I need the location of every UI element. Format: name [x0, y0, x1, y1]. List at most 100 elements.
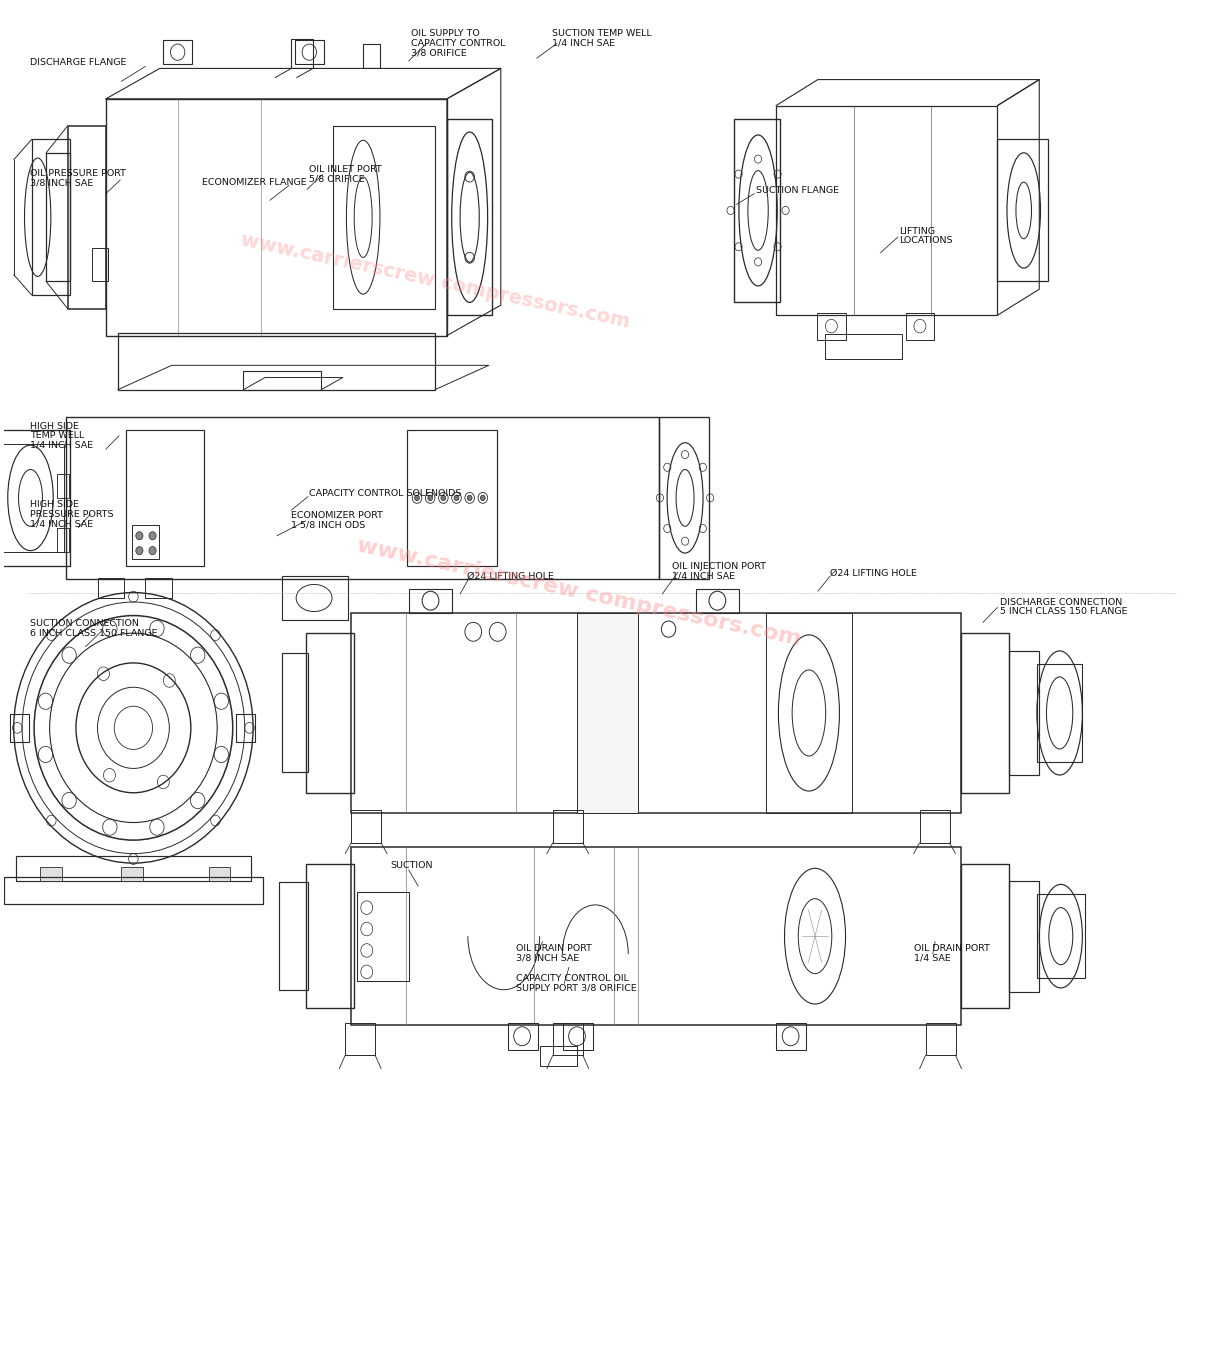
Bar: [1036, 894, 1084, 979]
Bar: [695, 588, 739, 612]
Bar: [295, 39, 324, 64]
Bar: [1010, 881, 1039, 992]
Circle shape: [441, 495, 446, 501]
Bar: [734, 120, 780, 302]
Text: HIGH SIDE: HIGH SIDE: [30, 422, 80, 430]
Circle shape: [454, 495, 459, 501]
Bar: [553, 810, 583, 842]
Bar: [236, 713, 255, 742]
Text: 1/4 INCH SAE: 1/4 INCH SAE: [30, 519, 94, 528]
Text: SUPPLY PORT 3/8 ORIFICE: SUPPLY PORT 3/8 ORIFICE: [516, 983, 637, 992]
Text: LOCATIONS: LOCATIONS: [899, 237, 953, 245]
Bar: [962, 633, 1010, 792]
Bar: [363, 44, 380, 68]
Text: CAPACITY CONTROL: CAPACITY CONTROL: [411, 39, 506, 48]
Bar: [46, 152, 70, 282]
Text: ECONOMIZER FLANGE: ECONOMIZER FLANGE: [201, 178, 306, 188]
Bar: [98, 577, 124, 597]
Bar: [92, 248, 108, 282]
Bar: [563, 1022, 593, 1049]
Text: LIFTING: LIFTING: [899, 227, 935, 235]
Text: 3/8 ORIFICE: 3/8 ORIFICE: [411, 49, 466, 57]
Bar: [817, 313, 846, 340]
Bar: [577, 612, 637, 813]
Circle shape: [149, 532, 157, 540]
Bar: [824, 335, 903, 358]
Bar: [766, 612, 852, 813]
Text: OIL PRESSURE PORT: OIL PRESSURE PORT: [30, 169, 127, 178]
Bar: [243, 370, 322, 389]
Text: CAPACITY CONTROL SOLENOIDS: CAPACITY CONTROL SOLENOIDS: [310, 490, 462, 498]
Bar: [998, 139, 1047, 282]
Text: DISCHARGE CONNECTION: DISCHARGE CONNECTION: [1000, 597, 1122, 607]
Text: ECONOMIZER PORT: ECONOMIZER PORT: [292, 510, 383, 520]
Bar: [306, 633, 353, 792]
Bar: [919, 810, 950, 842]
Bar: [146, 577, 171, 597]
Text: 1/4 INCH SAE: 1/4 INCH SAE: [672, 572, 735, 581]
Text: www.carrierscrew compressors.com: www.carrierscrew compressors.com: [239, 231, 631, 332]
Bar: [306, 864, 353, 1009]
Text: SUCTION: SUCTION: [390, 862, 433, 870]
Text: CAPACITY CONTROL OIL: CAPACITY CONTROL OIL: [516, 973, 629, 983]
Bar: [407, 430, 498, 566]
Bar: [57, 474, 69, 498]
Bar: [133, 525, 159, 559]
Bar: [345, 1022, 375, 1055]
Text: 3/8 INCH SAE: 3/8 INCH SAE: [30, 178, 94, 188]
Bar: [351, 612, 962, 813]
Text: Ø24 LIFTING HOLE: Ø24 LIFTING HOLE: [830, 569, 917, 578]
Bar: [553, 1022, 583, 1055]
Bar: [776, 1022, 806, 1049]
Bar: [1036, 664, 1082, 762]
Text: 6 INCH CLASS 150 FLANGE: 6 INCH CLASS 150 FLANGE: [30, 629, 158, 638]
Text: 1/4 INCH SAE: 1/4 INCH SAE: [30, 441, 94, 449]
Text: SUCTION TEMP WELL: SUCTION TEMP WELL: [552, 30, 652, 38]
Text: TEMP WELL: TEMP WELL: [30, 431, 84, 440]
Text: 1 5/8 INCH ODS: 1 5/8 INCH ODS: [292, 520, 365, 529]
Text: OIL SUPPLY TO: OIL SUPPLY TO: [411, 30, 480, 38]
Bar: [447, 120, 493, 316]
Text: Ø24 LIFTING HOLE: Ø24 LIFTING HOLE: [468, 572, 554, 581]
Bar: [357, 891, 408, 981]
Circle shape: [136, 547, 143, 555]
Bar: [16, 856, 251, 881]
Bar: [127, 430, 204, 566]
Circle shape: [481, 495, 486, 501]
Text: OIL INLET PORT: OIL INLET PORT: [310, 165, 382, 174]
Circle shape: [136, 532, 143, 540]
Bar: [905, 313, 934, 340]
Bar: [776, 106, 998, 316]
Bar: [164, 39, 192, 64]
Bar: [292, 38, 313, 68]
Text: 5 INCH CLASS 150 FLANGE: 5 INCH CLASS 150 FLANGE: [1000, 607, 1128, 617]
Bar: [0, 444, 64, 553]
Text: 5/8 ORIFICE: 5/8 ORIFICE: [310, 174, 365, 184]
Bar: [40, 867, 61, 881]
Bar: [334, 127, 435, 309]
Bar: [962, 864, 1010, 1009]
Text: OIL INJECTION PORT: OIL INJECTION PORT: [672, 562, 766, 572]
Bar: [31, 139, 70, 295]
Text: SUCTION CONNECTION: SUCTION CONNECTION: [30, 619, 140, 629]
Bar: [351, 810, 381, 842]
Text: 1/4 INCH SAE: 1/4 INCH SAE: [552, 39, 616, 48]
Bar: [66, 416, 659, 578]
Bar: [57, 528, 69, 553]
Circle shape: [428, 495, 433, 501]
Bar: [106, 99, 447, 336]
Text: 1/4 SAE: 1/4 SAE: [913, 953, 951, 962]
Bar: [351, 847, 962, 1025]
Text: HIGH SIDE: HIGH SIDE: [30, 499, 80, 509]
Bar: [118, 333, 435, 389]
Text: SUCTION FLANGE: SUCTION FLANGE: [756, 186, 839, 196]
Text: PRESSURE PORTS: PRESSURE PORTS: [30, 509, 114, 519]
Circle shape: [415, 495, 419, 501]
Circle shape: [468, 495, 472, 501]
Circle shape: [149, 547, 157, 555]
Bar: [1010, 651, 1039, 776]
Text: www.carrierscrew compressors.com: www.carrierscrew compressors.com: [354, 536, 803, 649]
Text: OIL DRAIN PORT: OIL DRAIN PORT: [913, 943, 989, 953]
Bar: [4, 876, 263, 904]
Bar: [540, 1045, 577, 1066]
